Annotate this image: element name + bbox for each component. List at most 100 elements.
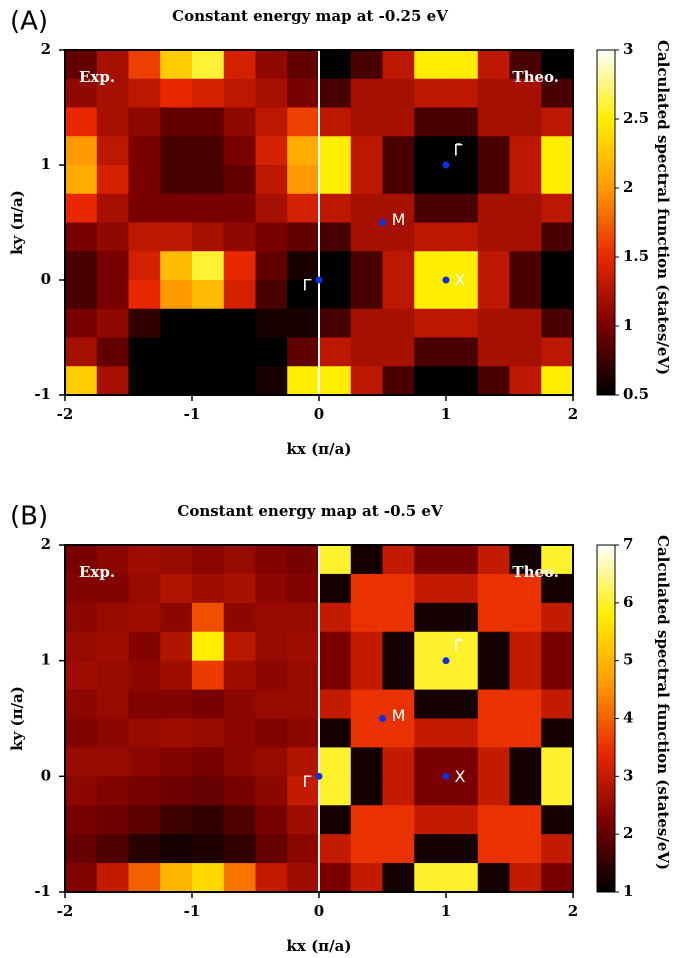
heat-cell bbox=[287, 366, 320, 396]
heat-cell bbox=[477, 805, 510, 835]
heat-cell bbox=[255, 863, 288, 893]
k-point bbox=[315, 772, 323, 780]
heat-cell bbox=[541, 165, 574, 195]
heat-cell bbox=[128, 545, 161, 575]
heat-cell bbox=[477, 193, 510, 223]
heat-cell bbox=[192, 107, 225, 137]
heat-cell bbox=[319, 689, 352, 719]
heat-cell bbox=[96, 280, 129, 310]
heat-cell bbox=[287, 834, 320, 864]
heat-cell bbox=[350, 193, 383, 223]
heat-cell bbox=[255, 660, 288, 691]
heat-cell bbox=[160, 805, 193, 835]
heat-cell bbox=[128, 222, 161, 252]
theo-label: Theo. bbox=[512, 68, 559, 86]
heat-cell bbox=[160, 165, 193, 195]
heat-cell bbox=[255, 107, 288, 137]
heat-cell bbox=[446, 747, 479, 777]
heat-cell bbox=[477, 631, 510, 662]
heat-cell bbox=[414, 366, 447, 396]
heat-cell bbox=[319, 366, 352, 396]
heat-cell bbox=[65, 366, 98, 396]
heat-cell bbox=[223, 136, 256, 166]
heat-cell bbox=[160, 78, 193, 108]
heat-cell bbox=[128, 251, 161, 281]
heat-cell bbox=[446, 222, 479, 252]
heat-cell bbox=[287, 222, 320, 252]
heat-cell bbox=[446, 165, 479, 195]
heat-cell bbox=[414, 50, 447, 80]
heat-cell bbox=[128, 863, 161, 893]
heat-cell bbox=[255, 308, 288, 338]
heat-cell bbox=[65, 222, 98, 252]
colorbar-tick-label: 6 bbox=[623, 593, 633, 611]
heat-cell bbox=[128, 337, 161, 367]
heat-cell bbox=[192, 834, 225, 864]
heat-cell bbox=[96, 602, 129, 633]
heat-cell bbox=[223, 863, 256, 893]
heat-cell bbox=[350, 602, 383, 633]
k-point-label: M bbox=[392, 706, 406, 725]
heat-cell bbox=[509, 689, 542, 719]
heat-cell bbox=[382, 337, 415, 367]
heat-cell bbox=[477, 863, 510, 893]
heat-cell bbox=[65, 337, 98, 367]
heat-cell bbox=[509, 631, 542, 662]
heat-cell bbox=[96, 251, 129, 281]
heat-cell bbox=[414, 689, 447, 719]
heat-cell bbox=[192, 193, 225, 223]
heat-cell bbox=[477, 50, 510, 80]
heat-cell bbox=[350, 660, 383, 691]
heat-cell bbox=[509, 573, 542, 604]
heat-cell bbox=[160, 863, 193, 893]
y-tick-label: 0 bbox=[41, 270, 51, 288]
heat-cell bbox=[128, 747, 161, 777]
heat-cell bbox=[319, 863, 352, 893]
heat-cell bbox=[350, 78, 383, 108]
heat-cell bbox=[477, 689, 510, 719]
colorbar-tick-label: 3 bbox=[623, 40, 633, 58]
heat-cell bbox=[541, 545, 574, 575]
heat-cell bbox=[65, 805, 98, 835]
heat-cell bbox=[160, 280, 193, 310]
heat-cell bbox=[477, 165, 510, 195]
heat-cell bbox=[65, 776, 98, 806]
heat-cell bbox=[128, 136, 161, 166]
heat-cell bbox=[287, 776, 320, 806]
heat-cell bbox=[96, 747, 129, 777]
heat-cell bbox=[160, 337, 193, 367]
heat-cell bbox=[287, 308, 320, 338]
heat-cell bbox=[319, 718, 352, 748]
x-tick-label: 0 bbox=[314, 405, 324, 423]
heat-cell bbox=[96, 805, 129, 835]
heat-cell bbox=[319, 337, 352, 367]
heat-cell bbox=[382, 718, 415, 748]
heatmap bbox=[65, 545, 574, 893]
heat-cell bbox=[96, 78, 129, 108]
heat-cell bbox=[414, 545, 447, 575]
heat-cell bbox=[350, 50, 383, 80]
heat-cell bbox=[509, 165, 542, 195]
heat-cell bbox=[128, 776, 161, 806]
heat-cell bbox=[255, 834, 288, 864]
heat-cell bbox=[350, 573, 383, 604]
heat-cell bbox=[477, 366, 510, 396]
heat-cell bbox=[65, 251, 98, 281]
heat-cell bbox=[446, 776, 479, 806]
heat-cell bbox=[414, 280, 447, 310]
heat-cell bbox=[319, 251, 352, 281]
heat-cell bbox=[160, 545, 193, 575]
heat-cell bbox=[477, 78, 510, 108]
heat-cell bbox=[319, 165, 352, 195]
heat-cell bbox=[477, 747, 510, 777]
heat-cell bbox=[541, 602, 574, 633]
heat-cell bbox=[414, 165, 447, 195]
heat-cell bbox=[160, 631, 193, 662]
heat-cell bbox=[96, 863, 129, 893]
heat-cell bbox=[128, 165, 161, 195]
heat-cell bbox=[477, 337, 510, 367]
heat-cell bbox=[541, 660, 574, 691]
y-tick-label: -1 bbox=[34, 385, 51, 403]
heat-cell bbox=[319, 602, 352, 633]
heat-cell bbox=[192, 718, 225, 748]
